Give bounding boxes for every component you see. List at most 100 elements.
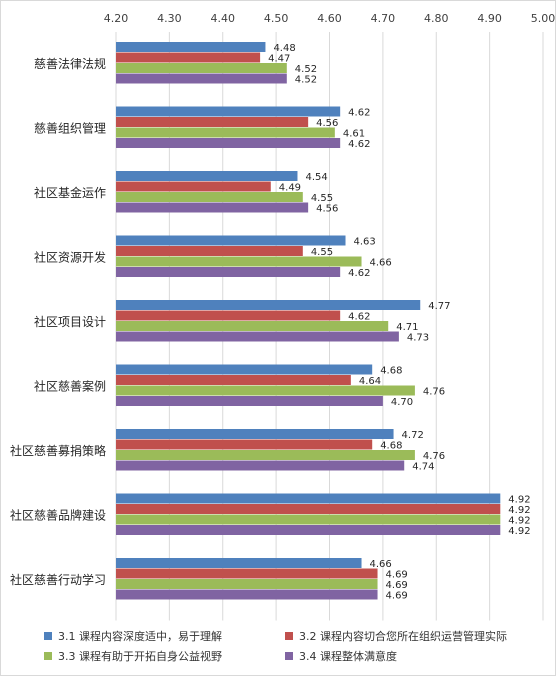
category-label: 社区项目设计 (34, 314, 106, 329)
legend-label: 3.2 课程内容切合您所在组织运营管理实际 (299, 630, 507, 643)
category-label: 慈善法律法规 (34, 56, 106, 71)
legend-item: 3.3 课程有助于开拓自身公益视野 (44, 648, 222, 664)
bar (116, 127, 335, 138)
bar (116, 256, 362, 267)
bar (116, 246, 303, 256)
data-label: 4.54 (305, 172, 327, 183)
bar (116, 117, 309, 127)
data-label: 4.92 (508, 516, 530, 527)
category-label: 社区基金运作 (34, 185, 106, 200)
data-label: 4.92 (508, 526, 530, 537)
x-tick-label: 4.90 (477, 12, 502, 25)
data-label: 4.56 (316, 118, 338, 129)
bar (116, 364, 373, 375)
data-label: 4.62 (348, 268, 370, 279)
data-label: 4.62 (348, 108, 370, 119)
category-label: 社区慈善募捐策略 (10, 443, 106, 458)
legend-label: 3.4 课程整体满意度 (299, 650, 397, 663)
data-label: 4.56 (316, 204, 338, 215)
data-label: 4.76 (423, 451, 445, 462)
data-label: 4.69 (386, 580, 408, 591)
data-label: 4.49 (279, 183, 301, 194)
x-tick-label: 4.40 (211, 12, 236, 25)
bar (116, 589, 378, 600)
data-label: 4.47 (268, 54, 290, 65)
x-tick-label: 4.20 (104, 12, 129, 25)
bar (116, 321, 389, 331)
bar (116, 300, 421, 310)
bar (116, 235, 346, 246)
x-tick-label: 4.80 (424, 12, 449, 25)
x-tick-label: 4.60 (317, 12, 342, 25)
legend-item: 3.1 课程内容深度适中，易于理解 (44, 628, 222, 644)
data-label: 4.66 (370, 559, 392, 570)
bar (116, 310, 341, 321)
data-label: 4.52 (295, 75, 317, 86)
data-label: 4.62 (348, 139, 370, 150)
data-label: 4.52 (295, 64, 317, 75)
bar (116, 331, 399, 342)
data-label: 4.70 (391, 397, 413, 408)
bar (116, 267, 341, 277)
category-label: 社区慈善行动学习 (10, 572, 106, 587)
data-label: 4.71 (396, 322, 418, 333)
x-tick-label: 4.70 (371, 12, 396, 25)
bar (116, 385, 415, 396)
bar (116, 439, 373, 450)
data-label: 4.61 (343, 129, 365, 140)
bar (116, 138, 341, 148)
data-label: 4.92 (508, 495, 530, 506)
category-label: 社区资源开发 (34, 250, 106, 265)
bar (116, 202, 309, 213)
bar (116, 579, 378, 589)
bar (116, 429, 394, 439)
legend-label: 3.3 课程有助于开拓自身公益视野 (58, 650, 222, 663)
legend-label: 3.1 课程内容深度适中，易于理解 (58, 630, 222, 643)
data-label: 4.48 (273, 43, 295, 54)
data-label: 4.68 (380, 441, 402, 452)
bar (116, 106, 341, 117)
bar (116, 568, 378, 579)
bar (116, 504, 501, 514)
bar (116, 558, 362, 568)
data-label: 4.92 (508, 505, 530, 516)
data-label: 4.73 (407, 333, 429, 344)
data-label: 4.76 (423, 387, 445, 398)
data-label: 4.74 (412, 462, 434, 473)
bar (116, 514, 501, 525)
legend-item: 3.4 课程整体满意度 (285, 648, 397, 664)
bar (116, 73, 287, 84)
bar (116, 460, 405, 471)
bar (116, 171, 298, 181)
data-label: 4.69 (386, 570, 408, 581)
category-label: 社区慈善案例 (34, 379, 106, 394)
data-label: 4.55 (311, 247, 333, 258)
data-label: 4.62 (348, 312, 370, 323)
data-label: 4.68 (380, 366, 402, 377)
legend-item: 3.2 课程内容切合您所在组织运营管理实际 (285, 628, 507, 644)
legend-swatch (44, 632, 52, 640)
bar (116, 493, 501, 504)
bar (116, 375, 351, 385)
category-label: 慈善组织管理 (34, 121, 106, 136)
x-tick-label: 4.30 (157, 12, 182, 25)
bar (116, 42, 266, 52)
legend-swatch (44, 652, 52, 660)
data-label: 4.55 (311, 193, 333, 204)
data-label: 4.69 (386, 591, 408, 602)
legend-swatch (285, 652, 293, 660)
bar (116, 52, 261, 63)
legend-swatch (285, 632, 293, 640)
data-label: 4.77 (428, 301, 450, 312)
x-tick-label: 4.50 (264, 12, 289, 25)
data-label: 4.63 (354, 237, 376, 248)
data-label: 4.64 (359, 376, 381, 387)
bar (116, 450, 415, 460)
data-label: 4.66 (370, 258, 392, 269)
bar (116, 181, 271, 192)
x-tick-label: 5.00 (531, 12, 556, 25)
bar (116, 192, 303, 202)
category-label: 社区慈善品牌建设 (10, 508, 106, 523)
